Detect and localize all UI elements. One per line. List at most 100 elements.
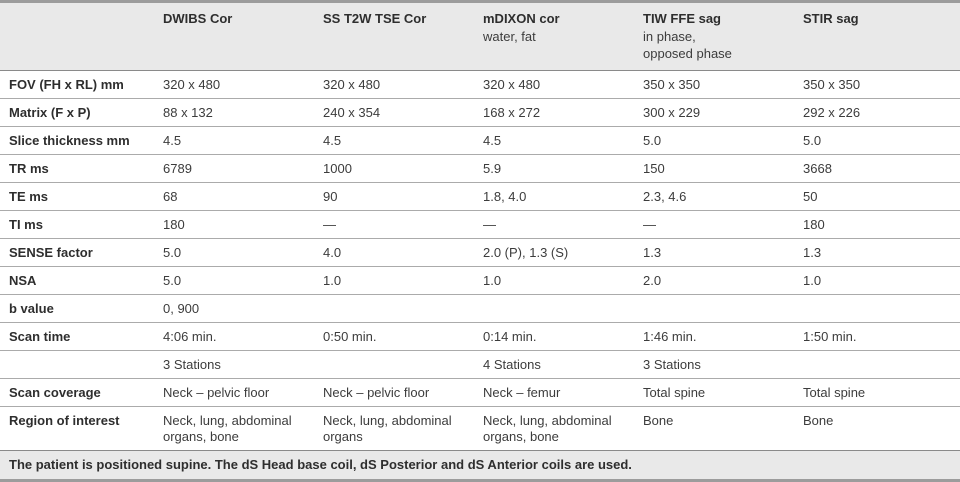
cell-value: Neck, lung, abdominal organs, bone	[483, 406, 643, 451]
cell-value: 320 x 480	[323, 77, 381, 92]
footer-note: The patient is positioned supine. The dS…	[0, 450, 960, 481]
table-row: Scan time 4:06 min. 0:50 min. 0:14 min. 1:46…	[0, 322, 960, 351]
cell-value: Bone	[643, 406, 803, 451]
row-label: Scan coverage	[0, 378, 163, 407]
cell-value	[323, 350, 483, 379]
cell-value: 240 x 354	[323, 98, 483, 127]
row-label	[0, 350, 163, 379]
sequence-name: STIR sag	[803, 11, 859, 26]
table-row: Slice thickness mm 4.5 4.5 4.5 5.0 5.0	[0, 126, 960, 155]
cell-value: 168 x 272	[483, 98, 643, 127]
header-cell-sequence-1: SS T2W TSE Cor	[323, 1, 483, 71]
cell-value: 1.0	[323, 266, 483, 295]
header-cell-sequence-4: STIR sag	[803, 1, 960, 71]
cell-value: 300 x 229	[643, 98, 803, 127]
cell-value: 2.0 (P), 1.3 (S)	[483, 238, 643, 267]
header-row: DWIBS Cor SS T2W TSE Cor mDIXON cor water, …	[0, 1, 960, 71]
cell-value: 50	[803, 182, 960, 211]
cell-value: 180	[803, 210, 960, 239]
cell-value	[483, 294, 643, 323]
table-row: TE ms 68 90 1.8, 4.0 2.3, 4.6 50	[0, 182, 960, 211]
cell-value: 5.0	[163, 238, 323, 267]
cell-value: 1.3	[803, 238, 960, 267]
cell-value: 3 Stations	[643, 350, 803, 379]
cell-value: 1.3	[643, 238, 803, 267]
cell-value: 6789	[163, 154, 323, 183]
cell-value: 2.0	[643, 266, 803, 295]
cell-value	[803, 350, 960, 379]
cell-value: 0:14 min.	[483, 322, 643, 351]
cell-value: Bone	[803, 406, 960, 451]
cell-value: Neck – pelvic floor	[323, 378, 483, 407]
sequence-name: SS T2W TSE Cor	[323, 11, 427, 26]
cell-value: 1000	[323, 154, 483, 183]
cell-value: Total spine	[643, 378, 803, 407]
table-row: b value 0, 900	[0, 294, 960, 323]
cell-value: 2.3, 4.6	[643, 182, 803, 211]
table-row: NSA 5.0 1.0 1.0 2.0 1.0	[0, 266, 960, 295]
cell-value: 320 x 480	[483, 77, 541, 92]
cell-value: 1:50 min.	[803, 322, 960, 351]
table-body: FOV (FH x RL) mm 320 x 480 320 x 480 320 x …	[0, 71, 960, 451]
cell-value: Neck, lung, abdominal organs, bone	[163, 406, 323, 451]
cell-value: 4:06 min.	[163, 322, 323, 351]
table-footer: The patient is positioned supine. The dS…	[0, 450, 960, 481]
cell-value: 4.0	[323, 238, 483, 267]
row-label: TE ms	[0, 182, 163, 211]
footer-row: The patient is positioned supine. The dS…	[0, 450, 960, 481]
table-row: 3 Stations 4 Stations 3 Stations	[0, 350, 960, 379]
table-row: Matrix (F x P) 88 x 132 240 x 354 168 x 272…	[0, 98, 960, 127]
header-cell-empty	[0, 1, 163, 71]
row-label: TR ms	[0, 154, 163, 183]
cell-value: 4.5	[163, 126, 323, 155]
header-cell-sequence-2: mDIXON cor water, fat	[483, 1, 643, 71]
cell-value: Total spine	[803, 378, 960, 407]
sequence-name: TIW FFE sag	[643, 11, 721, 26]
cell-value: 68	[163, 182, 323, 211]
sequence-subtitle: water, fat	[483, 29, 536, 44]
table-row: Region of interest Neck, lung, abdominal …	[0, 406, 960, 451]
row-label: TI ms	[0, 210, 163, 239]
header-cell-sequence-0: DWIBS Cor	[163, 1, 323, 71]
cell-value: Neck – femur	[483, 378, 643, 407]
cell-value: 1.0	[803, 266, 960, 295]
row-label: FOV (FH x RL) mm	[9, 77, 124, 92]
cell-value: 5.0	[803, 126, 960, 155]
cell-value: —	[323, 210, 483, 239]
row-label: b value	[0, 294, 163, 323]
table-row: FOV (FH x RL) mm 320 x 480 320 x 480 320 x …	[0, 71, 960, 99]
cell-value: 1.8, 4.0	[483, 182, 643, 211]
cell-value: —	[483, 210, 643, 239]
cell-value: 150	[643, 154, 803, 183]
cell-value: 1:46 min.	[643, 322, 803, 351]
table-row: SENSE factor 5.0 4.0 2.0 (P), 1.3 (S) 1.3 1.3	[0, 238, 960, 267]
row-label: SENSE factor	[0, 238, 163, 267]
sequence-subtitle: in phase, opposed phase	[643, 29, 732, 61]
header-cell-sequence-3: TIW FFE sag in phase, opposed phase	[643, 1, 803, 71]
cell-value	[643, 294, 803, 323]
cell-value: 0:50 min.	[323, 322, 483, 351]
cell-value: 180	[163, 210, 323, 239]
cell-value	[803, 294, 960, 323]
table-row: TR ms 6789 1000 5.9 150 3668	[0, 154, 960, 183]
table-header: DWIBS Cor SS T2W TSE Cor mDIXON cor water, …	[0, 1, 960, 71]
cell-value: 1.0	[483, 266, 643, 295]
cell-value: 5.0	[643, 126, 803, 155]
cell-value: 5.0	[163, 266, 323, 295]
table-row: TI ms 180— — —180	[0, 210, 960, 239]
cell-value: 5.9	[483, 154, 643, 183]
cell-value: 0, 900	[163, 294, 323, 323]
table-row: Scan coverage Neck – pelvic floor Neck – p…	[0, 378, 960, 407]
row-label: NSA	[0, 266, 163, 295]
cell-value: 3 Stations	[163, 350, 323, 379]
cell-value: —	[643, 210, 803, 239]
row-label: Region of interest	[0, 406, 163, 451]
cell-value: 292 x 226	[803, 98, 960, 127]
cell-value: 350 x 350	[803, 77, 861, 92]
cell-value: 88 x 132	[163, 98, 323, 127]
cell-value: 350 x 350	[643, 77, 701, 92]
cell-value: 4 Stations	[483, 350, 643, 379]
cell-value: 4.5	[323, 126, 483, 155]
